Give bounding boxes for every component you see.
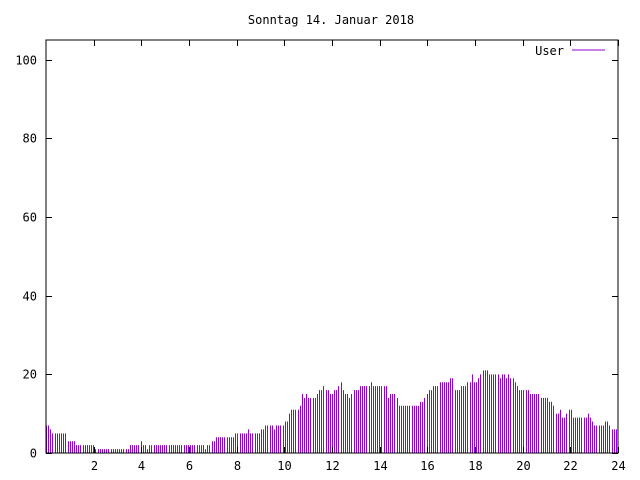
y-tick-label: 40 — [23, 290, 37, 304]
x-tick-label: 8 — [234, 459, 241, 473]
y-tick-label: 100 — [15, 54, 37, 68]
bars-group — [46, 370, 617, 453]
x-tick-label: 10 — [277, 459, 291, 473]
plot-frame — [45, 39, 619, 454]
legend-label-user: User — [535, 44, 564, 58]
x-tick-label: 4 — [138, 459, 145, 473]
x-tick-label: 24 — [611, 459, 625, 473]
x-tick-label: 16 — [420, 459, 434, 473]
x-tick-label: 18 — [468, 459, 482, 473]
chart-title: Sonntag 14. Januar 2018 — [248, 13, 414, 27]
y-tick-label: 20 — [23, 368, 37, 382]
y-tick-label: 60 — [23, 211, 37, 225]
y-tick-label: 80 — [23, 132, 37, 146]
x-tick-label: 12 — [325, 459, 339, 473]
y-tick-label: 0 — [30, 447, 37, 461]
x-tick-label: 14 — [373, 459, 387, 473]
x-tick-label: 22 — [563, 459, 577, 473]
legend: User — [535, 44, 605, 58]
x-tick-label: 6 — [186, 459, 193, 473]
x-tick-label: 20 — [516, 459, 530, 473]
x-tick-label: 2 — [91, 459, 98, 473]
